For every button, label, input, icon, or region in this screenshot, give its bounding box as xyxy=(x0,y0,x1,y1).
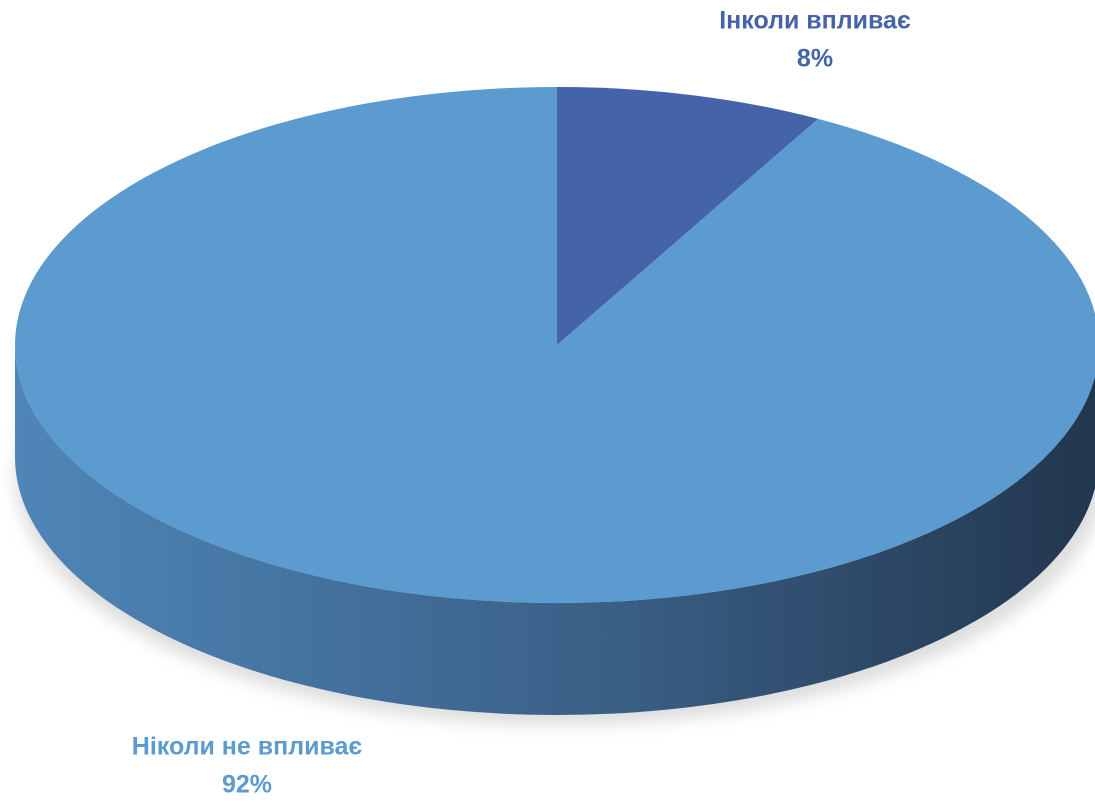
slice-value-label: 92% xyxy=(222,771,272,799)
slice-label: Інколи впливає xyxy=(719,7,911,35)
slice-label: Ніколи не впливає xyxy=(132,733,363,761)
pie-slice xyxy=(14,87,1095,603)
pie-side xyxy=(15,345,1095,715)
pie-slice xyxy=(557,87,819,345)
slice-value-label: 8% xyxy=(797,45,833,73)
